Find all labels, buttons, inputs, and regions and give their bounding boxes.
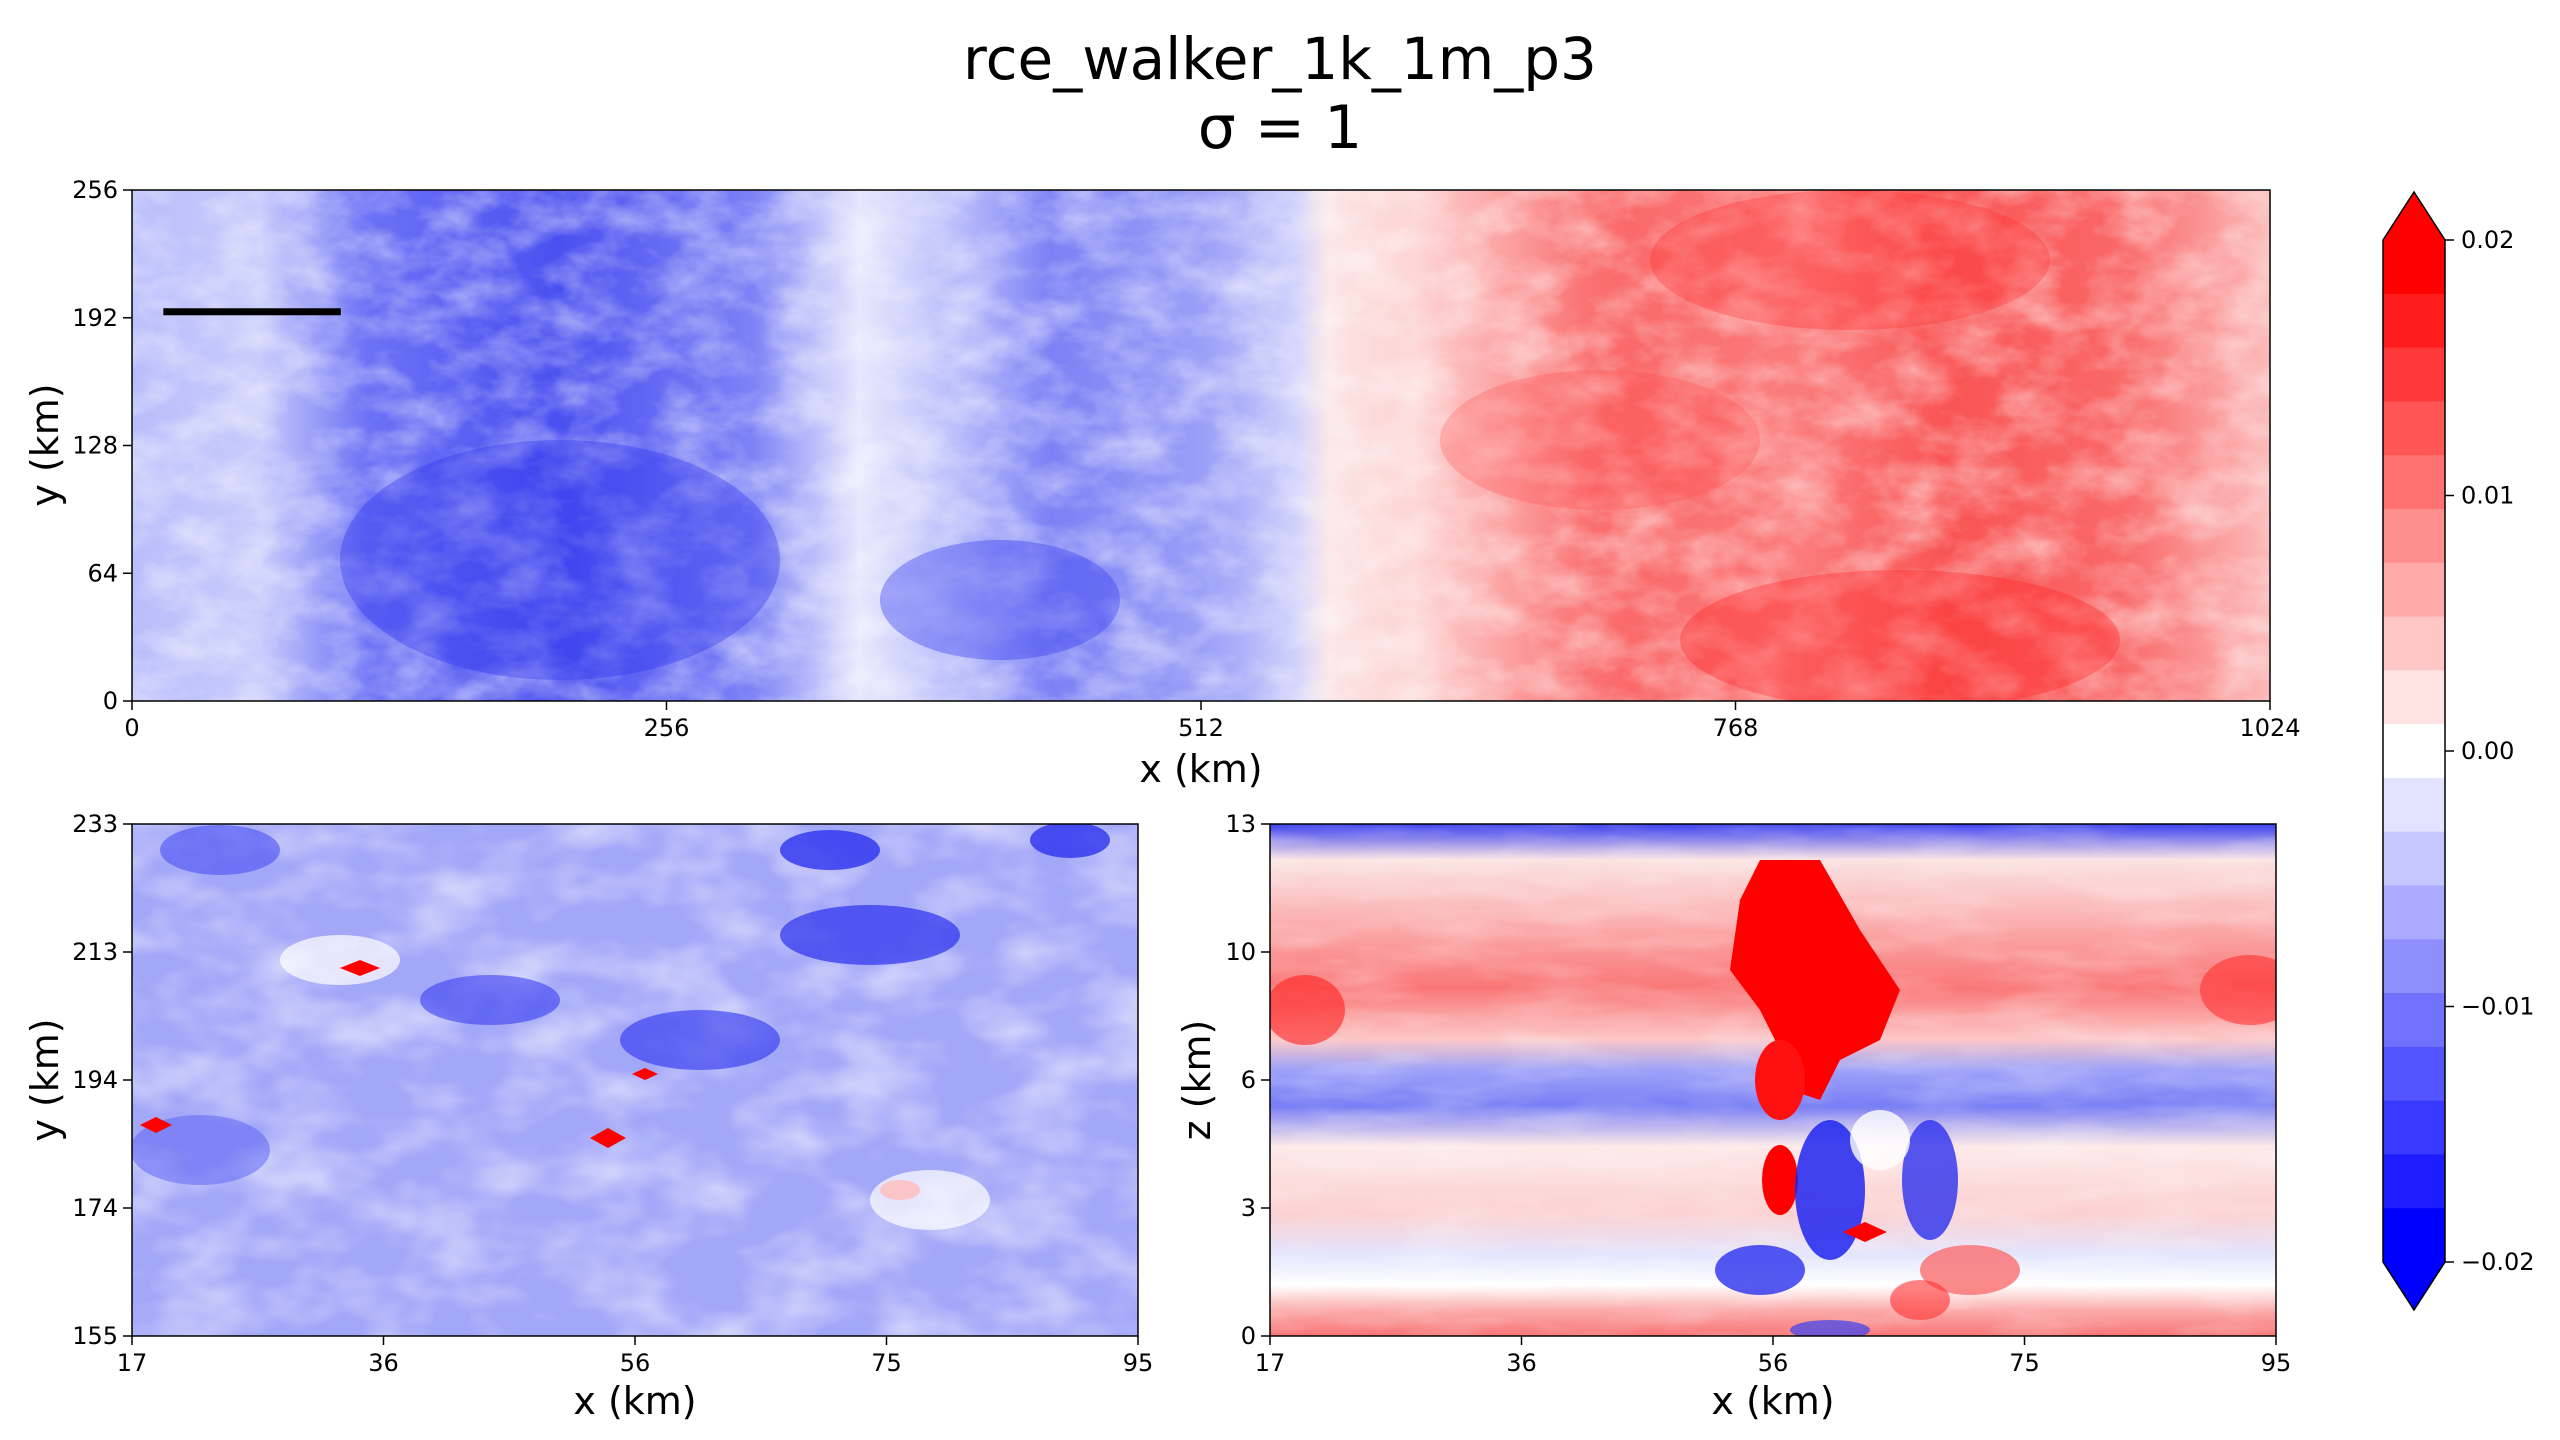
colorbar-band — [2383, 455, 2445, 510]
bl-x-tick-label: 17 — [117, 1349, 148, 1377]
colorbar-extend-bottom — [2383, 1262, 2445, 1310]
colorbar-band — [2383, 240, 2445, 295]
top-y-tick-label: 192 — [72, 304, 118, 332]
colorbar-tick-label: 0.00 — [2461, 737, 2514, 765]
colorbar-tick-label: −0.02 — [2461, 1248, 2535, 1276]
colorbar-band — [2383, 347, 2445, 402]
bottom-right-x-axis-label: x (km) — [1711, 1379, 1834, 1423]
top-x-tick-label: 0 — [124, 714, 139, 742]
colorbar-band — [2383, 831, 2445, 886]
bottom-left-heatmap — [132, 824, 1138, 1336]
colorbar-band — [2383, 670, 2445, 725]
colorbar-band — [2383, 508, 2445, 564]
top-x-tick-label: 256 — [644, 714, 690, 742]
bottom-left-panel: 17 36 56 75 95 155 174 194 213 233 x (km) y (km) — [23, 810, 1153, 1423]
bottom-left-y-axis-label: y (km) — [23, 1018, 67, 1141]
top-y-tick-label: 0 — [103, 687, 118, 715]
bl-x-tick-label: 75 — [871, 1349, 902, 1377]
bl-x-tick-label: 56 — [620, 1349, 651, 1377]
br-x-tick-label: 56 — [1758, 1349, 1789, 1377]
chart-subtitle: σ = 1 — [1197, 93, 1363, 163]
br-y-tick-label: 3 — [1241, 1194, 1256, 1222]
top-x-tick-label: 512 — [1178, 714, 1224, 742]
colorbar-band — [2383, 562, 2445, 618]
colorbar-band — [2383, 724, 2445, 779]
bottom-left-ticks: 17 36 56 75 95 155 174 194 213 233 — [72, 810, 1153, 1377]
colorbar-extend-top — [2383, 192, 2445, 240]
top-y-tick-label: 256 — [72, 176, 118, 204]
br-x-tick-label: 95 — [2261, 1349, 2292, 1377]
bottom-right-y-axis-label: z (km) — [1175, 1020, 1219, 1141]
bl-x-tick-label: 95 — [1123, 1349, 1154, 1377]
top-x-axis-label: x (km) — [1139, 747, 1262, 791]
bl-y-tick-label: 194 — [72, 1066, 118, 1094]
colorbar-band — [2383, 1046, 2445, 1102]
colorbar-band — [2383, 401, 2445, 456]
colorbar-band — [2383, 1154, 2445, 1209]
colorbar-band — [2383, 777, 2445, 833]
chart-title: rce_walker_1k_1m_p3 — [963, 25, 1597, 93]
colorbar-band — [2383, 885, 2445, 940]
bl-y-tick-label: 155 — [72, 1322, 118, 1350]
br-x-tick-label: 75 — [2009, 1349, 2040, 1377]
colorbar-tick-label: −0.01 — [2461, 993, 2535, 1021]
bl-y-tick-label: 233 — [72, 810, 118, 838]
top-y-tick-label: 64 — [87, 559, 118, 587]
bl-y-tick-label: 174 — [72, 1194, 118, 1222]
colorbar-band — [2383, 616, 2445, 671]
top-x-tick-label: 1024 — [2239, 714, 2300, 742]
top-heatmap — [132, 190, 2270, 701]
colorbar-band — [2383, 1208, 2445, 1263]
bl-y-tick-label: 213 — [72, 938, 118, 966]
colorbar-band — [2383, 939, 2445, 994]
br-y-tick-label: 6 — [1241, 1066, 1256, 1094]
top-panel: 0 256 512 768 1024 0 64 128 192 256 x (km) y (km) — [23, 176, 2301, 791]
colorbar-bands — [2383, 240, 2445, 1263]
top-x-tick-label: 768 — [1713, 714, 1759, 742]
br-x-tick-label: 36 — [1506, 1349, 1537, 1377]
colorbar-band — [2383, 293, 2445, 349]
colorbar: 0.02 0.01 0.00 −0.01 −0.02 — [2382, 190, 2535, 1312]
colorbar-band — [2383, 993, 2445, 1048]
colorbar-ticks: 0.02 0.01 0.00 −0.01 −0.02 — [2445, 226, 2535, 1276]
top-ticks: 0 256 512 768 1024 0 64 128 192 256 — [72, 176, 2300, 742]
br-x-tick-label: 17 — [1255, 1349, 1286, 1377]
colorbar-tick-label: 0.01 — [2461, 482, 2514, 510]
colorbar-tick-label: 0.02 — [2461, 226, 2514, 254]
colorbar-band — [2383, 1100, 2445, 1155]
bl-x-tick-label: 36 — [368, 1349, 399, 1377]
top-y-axis-label: y (km) — [23, 383, 67, 506]
top-y-tick-label: 128 — [72, 432, 118, 460]
br-y-tick-label: 0 — [1241, 1322, 1256, 1350]
br-y-tick-label: 13 — [1225, 810, 1256, 838]
bottom-left-x-axis-label: x (km) — [573, 1379, 696, 1423]
br-y-tick-label: 10 — [1225, 938, 1256, 966]
bottom-right-heatmap — [1270, 824, 2276, 1336]
